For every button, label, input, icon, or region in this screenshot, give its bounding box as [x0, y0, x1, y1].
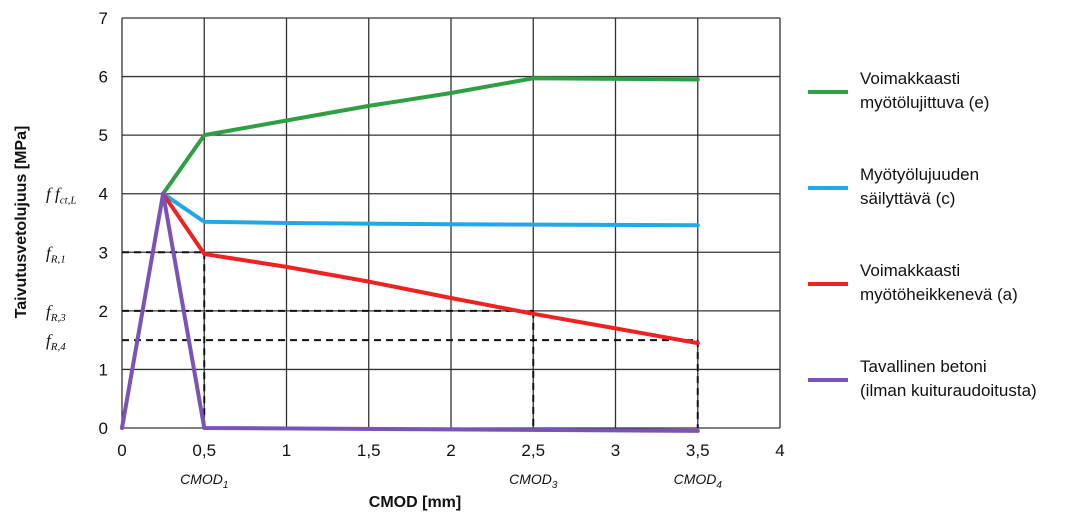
x-annotation: CMOD4: [674, 471, 723, 491]
y-tick-label: 1: [99, 360, 108, 379]
x-tick-label: 4: [775, 441, 784, 460]
x-annotation: CMOD3: [509, 471, 558, 491]
legend-label: Voimakkaasti: [860, 261, 960, 280]
x-tick-label: 1,5: [357, 441, 381, 460]
y-tick-label: 5: [99, 126, 108, 145]
x-tick-label: 3: [611, 441, 620, 460]
legend-label: myötölujittuva (e): [860, 93, 989, 112]
x-tick-label: 0,5: [192, 441, 216, 460]
legend-label: Tavallinen betoni: [860, 357, 987, 376]
y-tick-label: 3: [99, 243, 108, 262]
series-lines: [120, 76, 700, 433]
y-tick-labels: 0 1 2 3 4 5 6 7: [99, 9, 108, 438]
y-tick-label: 2: [99, 302, 108, 321]
x-annotation: CMOD1: [180, 471, 228, 491]
y-tick-label: 4: [99, 185, 108, 204]
y-annotation: fR,3: [46, 302, 66, 324]
reference-lines: [122, 251, 699, 428]
x-annotations: CMOD1 CMOD3 CMOD4: [180, 471, 722, 491]
y-tick-label: 7: [99, 9, 108, 28]
x-tick-label: 2,5: [521, 441, 545, 460]
y-annotation: fR,1: [46, 243, 66, 265]
series-line: [161, 191, 700, 346]
y-tick-label: 6: [99, 68, 108, 87]
legend-label: myötöheikkenevä (a): [860, 285, 1018, 304]
legend-label: Voimakkaasti: [860, 69, 960, 88]
y-annotation: f fct,L: [46, 185, 77, 207]
legend-label: (ilman kuituraudoitusta): [860, 381, 1037, 400]
x-tick-label: 1: [282, 441, 291, 460]
y-tick-label: 0: [99, 419, 108, 438]
series-line: [161, 76, 700, 196]
y-annotation: fR,4: [46, 331, 66, 353]
x-tick-labels: 0 0,5 1 1,5 2 2,5 3 3,5 4: [117, 441, 784, 460]
y-axis-label: Taivutusvetolujuus [MPa]: [13, 126, 30, 319]
legend-label: säilyttävä (c): [860, 189, 955, 208]
x-tick-label: 2: [446, 441, 455, 460]
series-line: [161, 191, 700, 228]
y-annotations: f fct,L fR,1 fR,3 fR,4: [46, 185, 77, 353]
x-axis-label: CMOD [mm]: [369, 494, 461, 511]
x-tick-label: 3,5: [686, 441, 710, 460]
x-tick-label: 0: [117, 441, 126, 460]
series-line: [120, 191, 700, 433]
legend: Voimakkaasti myötölujittuva (e) Myötyöluju…: [808, 69, 1037, 400]
legend-label: Myötyölujuuden: [860, 165, 979, 184]
